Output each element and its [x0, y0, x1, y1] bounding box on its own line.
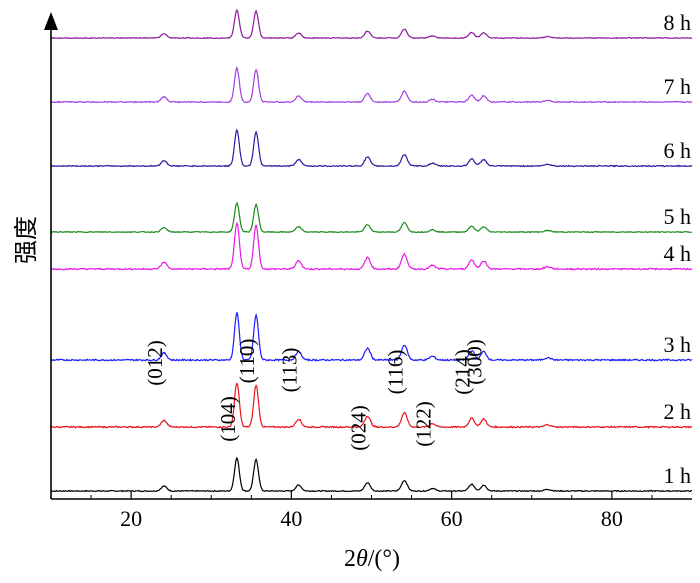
- series-line-1: [50, 456, 692, 493]
- series-label-4: 4 h: [664, 241, 692, 266]
- series-line-4: [50, 221, 693, 271]
- peak-label-7: (122): [411, 401, 435, 447]
- x-axis-title: 2θ/(°): [344, 546, 400, 572]
- y-axis-arrow: [44, 12, 58, 30]
- series-line-6: [51, 128, 693, 168]
- peak-label-4: (113): [278, 348, 302, 393]
- peak-label-8: (214): [451, 349, 475, 395]
- series-line-8: [50, 8, 693, 40]
- peak-label-3: (110): [235, 339, 259, 384]
- x-tick-label-40: 40: [280, 506, 302, 531]
- x-tick-label-20: 20: [120, 506, 142, 531]
- peak-label-1: (012): [143, 340, 167, 386]
- peak-label-2: (104): [216, 396, 240, 442]
- series-label-2: 2 h: [664, 399, 692, 424]
- x-tick-label-60: 60: [441, 506, 463, 531]
- series-label-1: 1 h: [664, 463, 692, 488]
- peak-label-6: (116): [383, 350, 407, 395]
- peak-label-9: (300): [463, 339, 487, 385]
- series-label-8: 8 h: [664, 10, 692, 35]
- annotation-layer: (012) (104) (110) (113) (024) (116)(122) (214)…: [143, 339, 487, 451]
- peak-label-5: (024): [347, 405, 371, 451]
- series-label-6: 6 h: [664, 138, 692, 163]
- axis-layer: 20 40 60 80: [44, 12, 692, 531]
- series-layer: 1 h 2 h 3 h 4 h 5 h 6 h 7 h 8 h: [50, 8, 693, 493]
- series-line-3: [50, 312, 693, 362]
- y-axis-title: 强度: [13, 216, 40, 264]
- series-line-2: [50, 381, 692, 429]
- series-line-5: [50, 201, 693, 234]
- series-label-5: 5 h: [664, 204, 692, 229]
- x-tick-label-80: 80: [601, 506, 623, 531]
- series-label-7: 7 h: [664, 74, 692, 99]
- series-line-7: [50, 66, 693, 104]
- series-label-3: 3 h: [664, 332, 692, 357]
